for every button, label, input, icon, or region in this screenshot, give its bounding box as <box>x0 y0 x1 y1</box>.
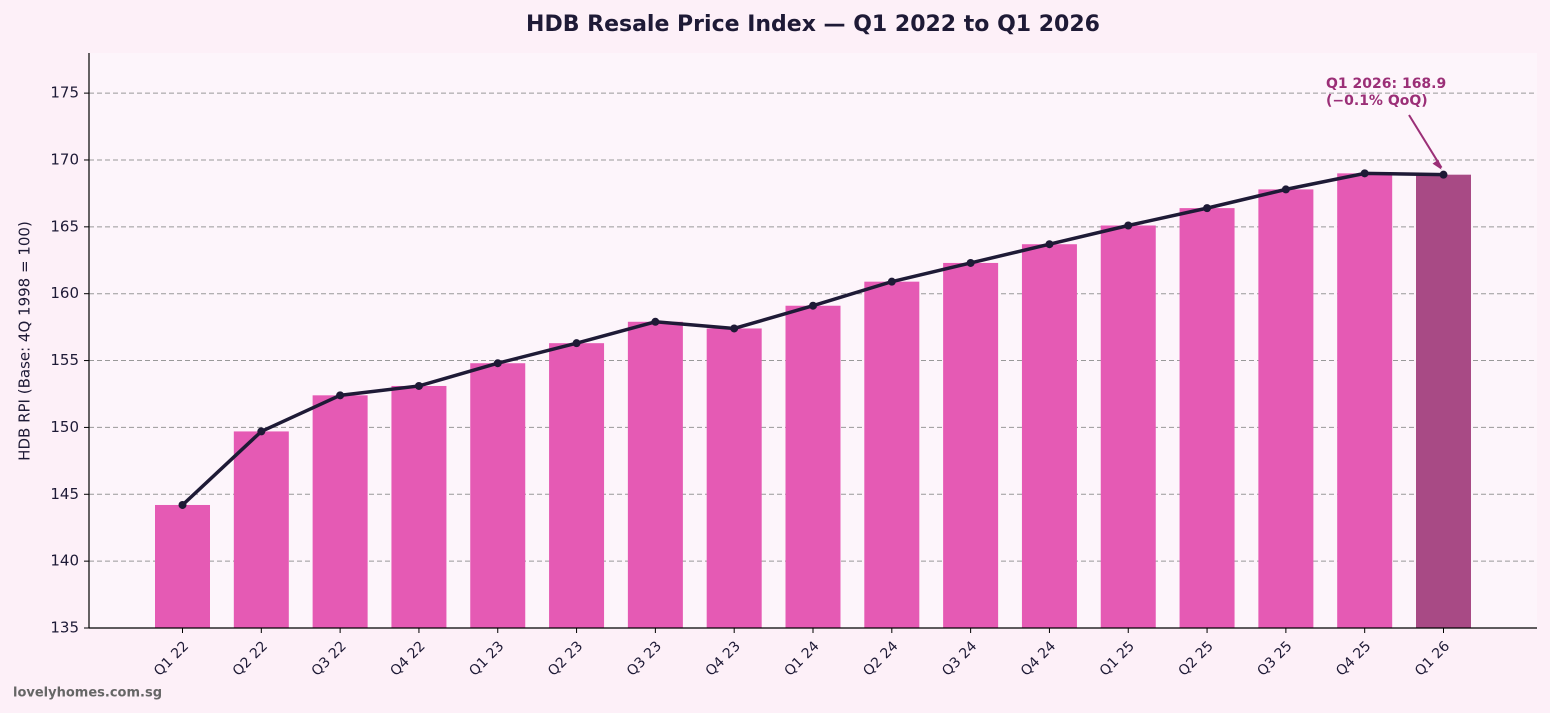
x-tick-label: Q4 22 <box>387 638 428 679</box>
line-point <box>1124 221 1133 230</box>
bar <box>627 321 683 628</box>
line-point <box>257 427 266 436</box>
x-tick-label: Q4 23 <box>703 638 744 679</box>
bar <box>1100 225 1156 628</box>
x-tick-label: Q1 23 <box>466 638 507 679</box>
line-point <box>493 359 502 368</box>
watermark: lovelyhomes.com.sg <box>13 686 162 701</box>
y-tick-label: 140 <box>50 552 79 570</box>
bar <box>706 328 762 628</box>
y-tick-label: 155 <box>50 351 79 369</box>
line-point <box>178 500 187 509</box>
bar <box>549 343 605 628</box>
annotation-text: Q1 2026: 168.9 <box>1326 76 1446 92</box>
chart-title: HDB Resale Price Index — Q1 2022 to Q1 2… <box>526 12 1100 37</box>
annotation-text: (−0.1% QoQ) <box>1326 93 1428 109</box>
bar <box>785 305 841 628</box>
bar <box>1021 244 1077 628</box>
x-tick-label: Q4 24 <box>1018 638 1059 679</box>
bar <box>943 262 999 628</box>
line-point <box>1203 204 1212 213</box>
x-tick-label: Q2 25 <box>1176 638 1217 679</box>
bar <box>1337 173 1393 629</box>
x-tick-label: Q2 22 <box>230 638 271 679</box>
y-tick-label: 165 <box>50 217 79 235</box>
line-point <box>336 391 345 400</box>
line-point <box>651 317 660 326</box>
y-tick-label: 145 <box>50 485 79 503</box>
line-point <box>887 277 896 286</box>
x-tick-label: Q3 22 <box>309 638 350 679</box>
line-point <box>966 258 975 267</box>
bar <box>1179 208 1235 628</box>
line-point <box>809 301 817 310</box>
x-tick-label: Q1 26 <box>1412 638 1453 679</box>
x-tick-label: Q4 25 <box>1333 638 1374 679</box>
x-tick-label: Q2 23 <box>545 638 586 679</box>
y-tick-label: 150 <box>50 418 79 436</box>
y-tick-label: 135 <box>50 619 79 637</box>
line-point <box>1439 170 1448 179</box>
line-point <box>1360 169 1369 178</box>
bar <box>864 281 920 628</box>
y-tick-label: 175 <box>50 84 79 102</box>
x-tick-label: Q1 22 <box>151 638 192 679</box>
bar <box>1416 174 1471 629</box>
bar <box>312 395 368 628</box>
x-tick-label: Q1 25 <box>1097 638 1138 679</box>
annotation-arrow <box>1408 114 1443 169</box>
line-point <box>1045 240 1054 249</box>
bar <box>155 504 210 628</box>
line-point <box>572 339 581 348</box>
y-axis-label: HDB RPI (Base: 4Q 1998 = 100) <box>16 221 34 461</box>
line-point <box>414 381 423 390</box>
x-tick-label: Q2 24 <box>860 638 901 679</box>
y-tick-label: 160 <box>50 284 79 302</box>
bar <box>1258 189 1314 628</box>
x-tick-label: Q3 23 <box>624 638 665 679</box>
x-tick-label: Q3 25 <box>1254 638 1295 679</box>
x-tick-label: Q1 24 <box>782 638 823 679</box>
bar <box>470 363 526 628</box>
line-point <box>1281 185 1290 194</box>
x-tick-label: Q3 24 <box>939 638 980 679</box>
bar <box>391 385 447 628</box>
bar <box>233 431 289 628</box>
line-point <box>730 324 739 333</box>
annotation-arrowhead <box>1432 159 1442 170</box>
y-tick-label: 170 <box>50 150 79 168</box>
